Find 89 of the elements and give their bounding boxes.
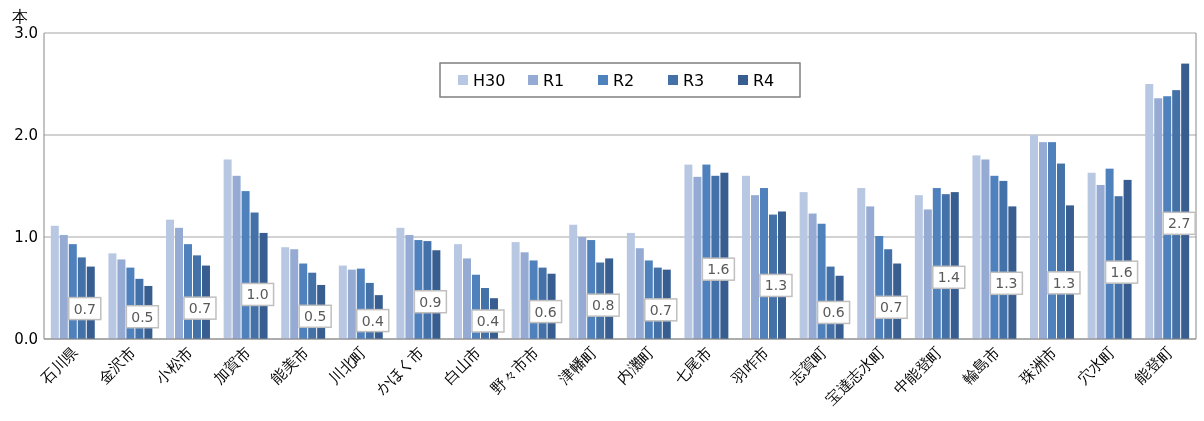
bar: [1154, 98, 1163, 339]
y-tick-label: 3.0: [14, 24, 38, 42]
legend-label: R1: [543, 71, 565, 90]
x-tick-label: 内灘町: [613, 343, 658, 388]
legend-label: H30: [473, 71, 506, 90]
bar: [454, 244, 463, 339]
data-label: 1.3: [995, 275, 1018, 292]
bar: [520, 252, 529, 339]
bar: [1039, 142, 1048, 339]
bar: [290, 249, 299, 339]
legend-label: R3: [683, 71, 705, 90]
bar: [866, 206, 875, 339]
x-tick-label: 能美市: [267, 343, 313, 388]
bar: [166, 219, 175, 339]
data-label: 0.9: [419, 293, 442, 310]
x-tick-label: 加賀市: [209, 343, 255, 388]
bar: [857, 188, 866, 339]
bar: [117, 259, 126, 339]
bar: [338, 265, 347, 339]
data-label: 0.7: [880, 299, 903, 316]
data-label: 0.4: [476, 313, 500, 329]
bar: [347, 269, 356, 339]
x-tick-label: 羽咋市: [727, 343, 773, 389]
bar: [1030, 135, 1039, 339]
data-label: 0.5: [131, 308, 154, 325]
data-label: 1.4: [937, 269, 960, 286]
bar: [635, 248, 644, 339]
bar: [751, 195, 760, 339]
data-label: 2.7: [1168, 215, 1191, 232]
x-tick-label: 小松市: [152, 343, 197, 388]
bar: [50, 225, 59, 339]
x-tick-label: 穴水町: [1073, 343, 1119, 388]
data-label: 1.6: [1110, 264, 1133, 281]
bar: [396, 227, 405, 339]
x-tick-label: 川北町: [325, 343, 370, 388]
bar: [223, 159, 232, 339]
bar: [626, 232, 635, 339]
x-tick-label: 珠洲市: [1016, 343, 1061, 388]
data-label: 0.4: [361, 312, 384, 329]
x-tick-label: 白山市: [440, 343, 485, 388]
data-label: 0.7: [649, 301, 672, 318]
data-label: 0.5: [304, 308, 327, 325]
data-label: 0.6: [822, 304, 845, 321]
bar: [1145, 84, 1154, 339]
x-tick-label: 能登町: [1131, 343, 1177, 388]
x-tick-label: 輪島市: [958, 343, 1004, 388]
bar: [59, 234, 68, 339]
bar: [108, 253, 117, 339]
bar: [972, 155, 981, 339]
data-label: 1.0: [246, 286, 269, 303]
bar: [914, 195, 923, 339]
bar: [175, 227, 184, 339]
x-tick-label: 金沢市: [94, 343, 140, 388]
y-tick-label: 2.0: [14, 126, 38, 144]
bar: [232, 175, 241, 339]
bar: [578, 237, 587, 339]
bar: [808, 213, 817, 339]
x-tick-label: 志賀町: [785, 343, 831, 388]
bar: [923, 209, 932, 339]
data-label: 1.3: [764, 277, 788, 294]
bar: [405, 234, 414, 339]
bar: [281, 247, 290, 339]
bar: [569, 224, 578, 339]
data-label: 0.8: [592, 297, 615, 314]
x-tick-label: 津幡町: [555, 343, 601, 388]
bar: [693, 176, 702, 339]
bar: [463, 258, 472, 339]
bar: [742, 175, 751, 339]
x-tick-label: 中能登町: [890, 343, 946, 399]
data-label: 1.6: [707, 261, 730, 278]
data-label: 0.7: [73, 300, 96, 317]
bar: [684, 164, 693, 339]
y-tick-label: 0.0: [14, 330, 38, 348]
x-tick-label: かほく市: [372, 343, 428, 399]
x-tick-label: 七尾市: [670, 343, 716, 388]
legend-label: R4: [753, 71, 775, 90]
bar: [1096, 184, 1105, 339]
data-label: 1.3: [1052, 274, 1076, 291]
bar: [799, 192, 808, 339]
data-label: 0.6: [534, 303, 557, 320]
data-label: 0.7: [188, 300, 212, 317]
x-tick-label: 野々市市: [487, 343, 543, 399]
legend-label: R2: [613, 71, 635, 90]
y-axis-title: 本: [12, 7, 28, 26]
bar: [1087, 172, 1096, 339]
x-tick-label: 石川県: [37, 343, 82, 388]
y-tick-label: 1.0: [14, 228, 38, 246]
bar: [981, 159, 990, 339]
bar: [511, 242, 520, 339]
